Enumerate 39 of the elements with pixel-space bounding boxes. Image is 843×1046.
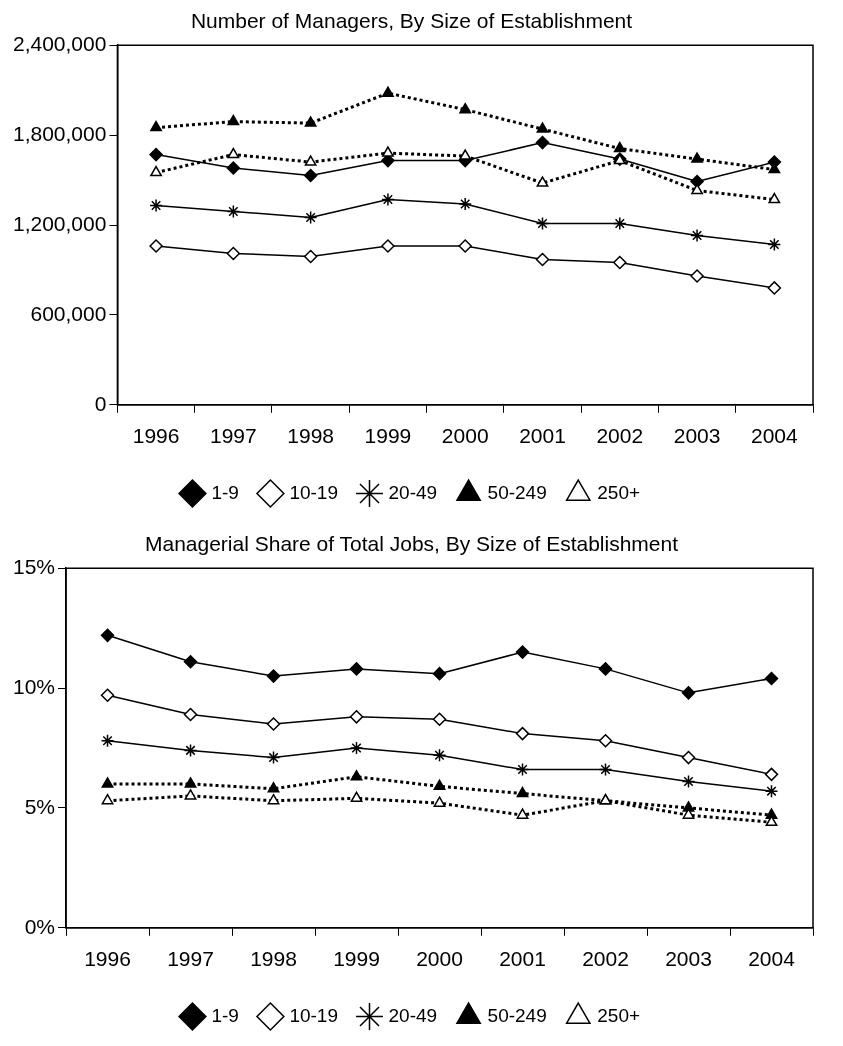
legend-label: 250+ — [597, 481, 641, 503]
legend-label: 1-9 — [211, 1004, 239, 1026]
legend-label: 1-9 — [211, 481, 239, 503]
x-tick-label: 1996 — [84, 947, 131, 971]
x-tick-label: 2000 — [441, 424, 489, 448]
x-tick-label: 2003 — [665, 947, 712, 971]
x-tick-label: 2001 — [519, 424, 566, 448]
y-tick-label: 10% — [13, 674, 56, 698]
chart-title: Number of Managers, By Size of Establishment — [190, 9, 633, 33]
x-tick-label: 1997 — [167, 947, 214, 971]
legend-label: 50-249 — [487, 1004, 547, 1026]
x-tick-label: 1996 — [132, 424, 180, 448]
x-tick-label: 1998 — [250, 947, 297, 971]
x-tick-label: 2002 — [582, 947, 629, 971]
x-tick-label: 2004 — [748, 947, 796, 971]
legend-label: 10-19 — [289, 1004, 339, 1026]
y-tick-label: 1,200,000 — [12, 211, 107, 235]
x-tick-label: 2001 — [499, 947, 546, 971]
y-tick-label: 600,000 — [30, 301, 107, 325]
legend-label: 10-19 — [289, 481, 339, 503]
x-tick-label: 2000 — [416, 947, 463, 971]
y-tick-label: 15% — [13, 555, 56, 578]
y-tick-label: 0% — [24, 914, 56, 938]
legend-label: 250+ — [597, 1004, 641, 1026]
legend-label: 20-49 — [388, 1004, 438, 1026]
x-tick-label: 1998 — [287, 424, 334, 448]
chart-title: Managerial Share of Total Jobs, By Size of Establishment — [144, 532, 679, 556]
legend-label: 50-249 — [487, 481, 547, 503]
y-tick-label: 0 — [94, 391, 107, 415]
y-tick-label: 1,800,000 — [12, 121, 107, 145]
x-tick-label: 2004 — [751, 424, 799, 448]
x-tick-label: 1999 — [333, 947, 380, 971]
x-tick-label: 2002 — [596, 424, 644, 448]
x-tick-label: 2003 — [673, 424, 721, 448]
x-tick-label: 1999 — [364, 424, 412, 448]
y-tick-label: 2,400,000 — [12, 32, 107, 55]
x-tick-label: 1997 — [209, 424, 257, 448]
legend-label: 20-49 — [388, 481, 438, 503]
y-tick-label: 5% — [24, 794, 56, 818]
